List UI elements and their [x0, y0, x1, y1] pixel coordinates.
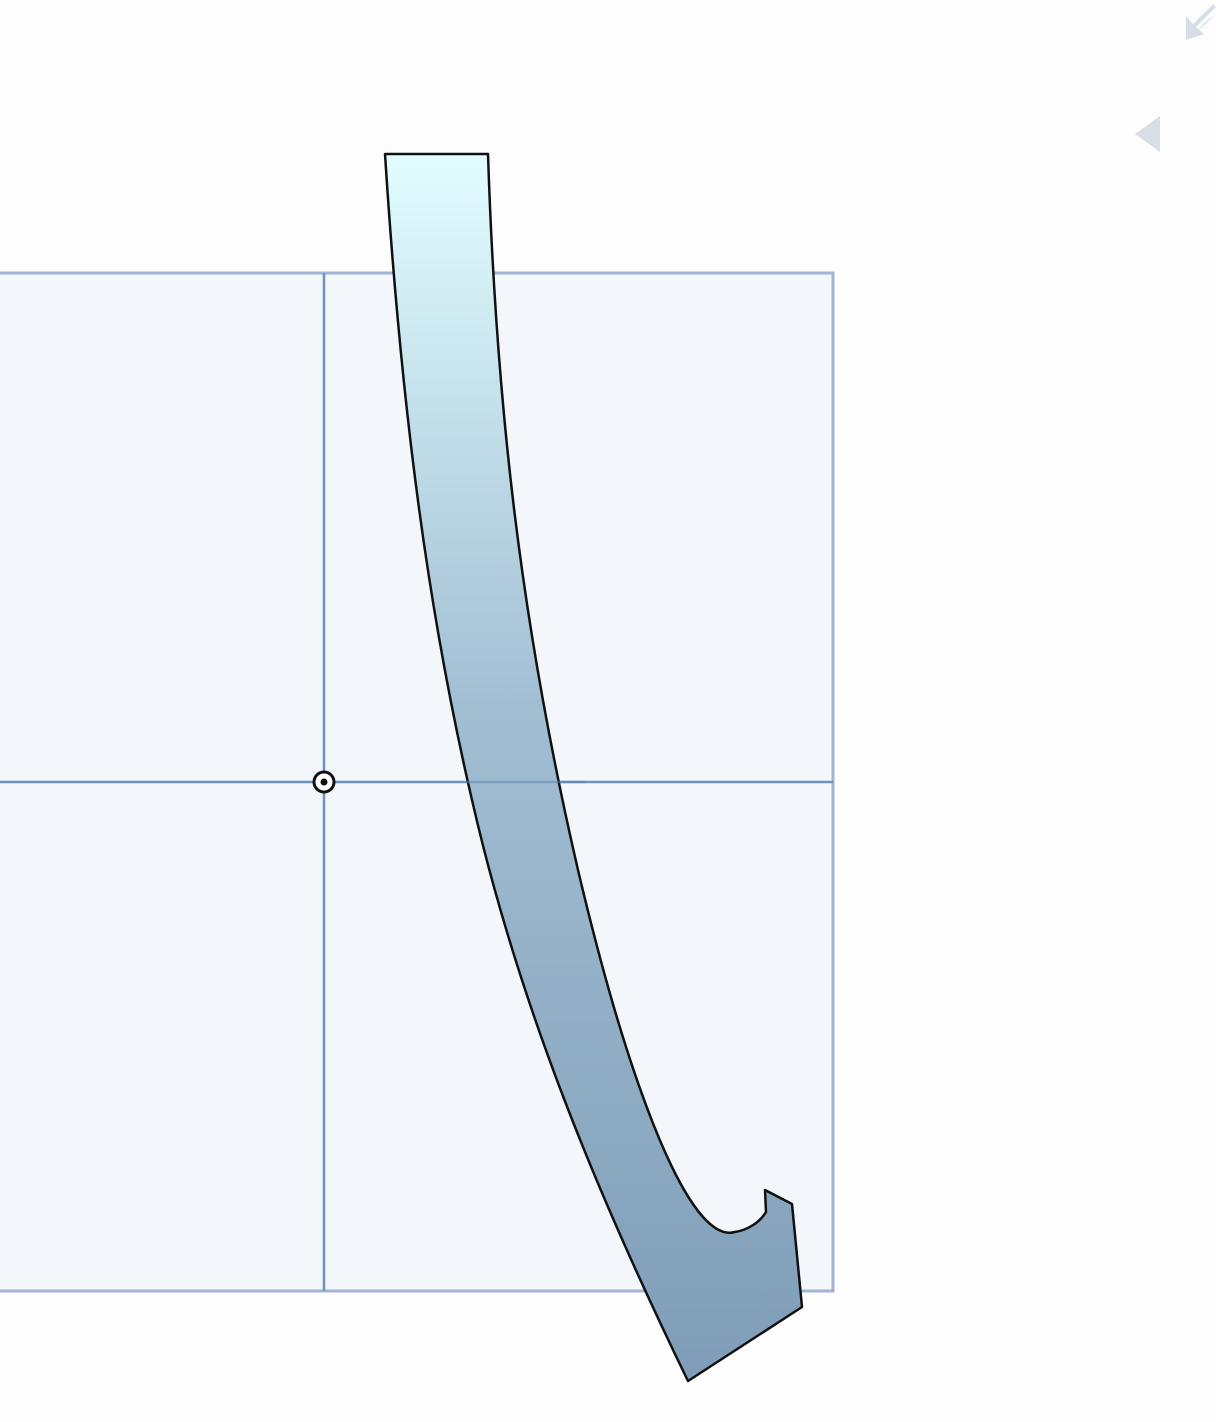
collapse-left-icon[interactable]	[1135, 116, 1160, 152]
shrink-arrow-icon[interactable]	[1186, 4, 1216, 40]
curved-down-arrow-shape[interactable]	[383, 152, 804, 1383]
target-circle-icon[interactable]	[312, 770, 336, 794]
